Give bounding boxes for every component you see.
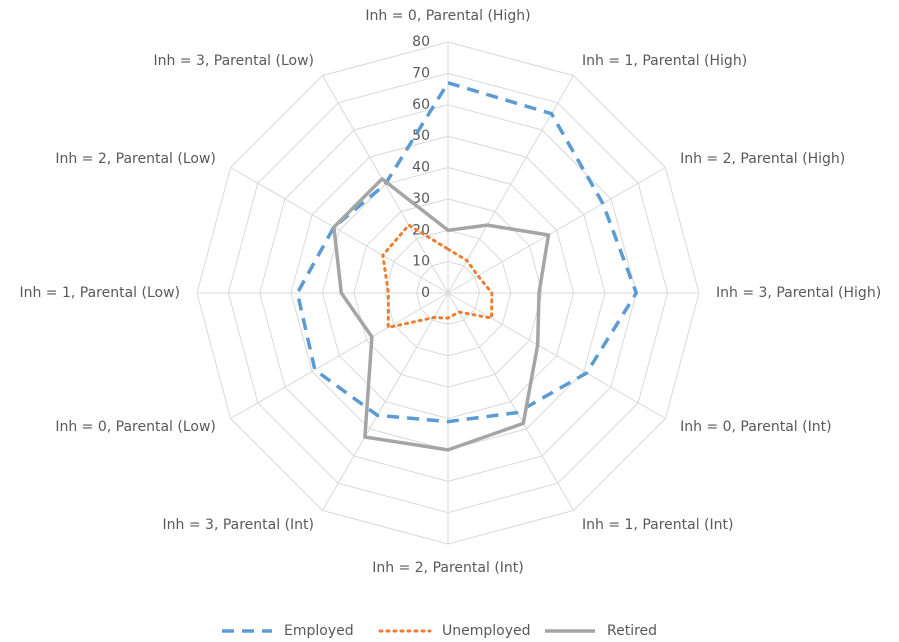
series-line [332, 177, 551, 452]
r-tick-label: 40 [412, 160, 430, 176]
r-tick-label: 10 [412, 254, 430, 270]
spoke [230, 167, 449, 294]
r-tick-label: 20 [412, 222, 430, 238]
r-tick-label: 60 [412, 97, 430, 113]
category-label: Inh = 0, Parental (High) [365, 8, 530, 24]
category-label: Inh = 3, Parental (High) [716, 285, 881, 301]
spoke [447, 75, 574, 294]
category-label: Inh = 2, Parental (Int) [372, 560, 523, 576]
spoke [447, 292, 574, 511]
r-tick-label: 80 [412, 34, 430, 50]
spoke [230, 292, 449, 419]
r-tick-label: 0 [421, 285, 430, 301]
category-label: Inh = 1, Parental (Int) [582, 517, 733, 533]
category-label: Inh = 2, Parental (High) [680, 151, 845, 167]
spoke [447, 167, 666, 294]
category-label: Inh = 0, Parental (Low) [55, 419, 216, 435]
category-label: Inh = 1, Parental (High) [582, 53, 747, 69]
category-label: Inh = 3, Parental (Int) [163, 517, 314, 533]
series-line [381, 223, 494, 329]
legend-label: Unemployed [442, 623, 531, 639]
legend-label: Retired [607, 623, 657, 639]
r-tick-label: 50 [412, 128, 430, 144]
r-tick-label: 70 [412, 65, 430, 81]
category-label: Inh = 2, Parental (Low) [55, 151, 216, 167]
category-label: Inh = 0, Parental (Int) [680, 419, 831, 435]
series-line [295, 81, 639, 424]
r-tick-label: 30 [412, 191, 430, 207]
legend-label: Employed [284, 623, 354, 639]
spoke [447, 292, 666, 419]
category-label: Inh = 1, Parental (Low) [19, 285, 180, 301]
spoke [322, 292, 449, 511]
category-label: Inh = 3, Parental (Low) [153, 53, 314, 69]
